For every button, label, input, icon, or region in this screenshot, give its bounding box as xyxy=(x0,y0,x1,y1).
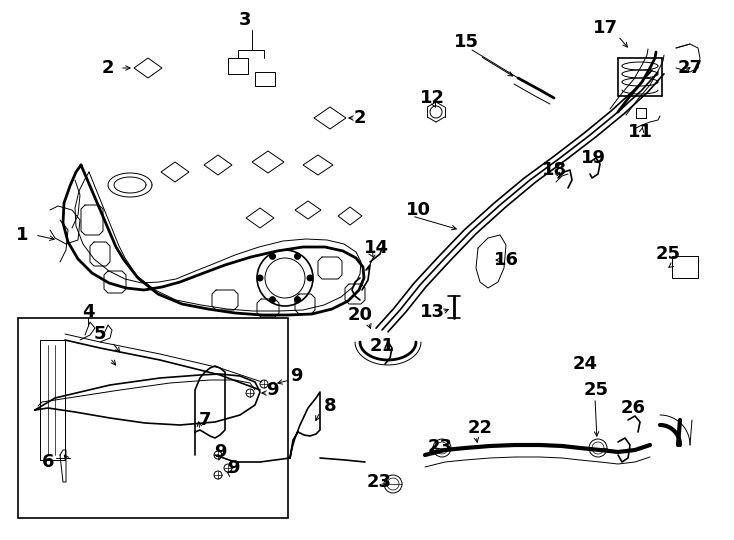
Text: 23: 23 xyxy=(427,438,452,456)
Bar xyxy=(228,58,248,74)
Bar xyxy=(672,256,698,278)
Text: 9: 9 xyxy=(214,443,226,461)
Text: 6: 6 xyxy=(42,453,54,471)
Circle shape xyxy=(257,275,263,281)
Circle shape xyxy=(307,275,313,281)
Text: 10: 10 xyxy=(405,201,431,219)
Text: 17: 17 xyxy=(592,19,617,37)
Text: 11: 11 xyxy=(628,123,653,141)
Text: 23: 23 xyxy=(366,473,391,491)
Text: 22: 22 xyxy=(468,419,493,437)
Text: 25: 25 xyxy=(655,245,680,263)
Text: 7: 7 xyxy=(199,411,211,429)
Circle shape xyxy=(269,253,275,259)
Text: 13: 13 xyxy=(420,303,445,321)
Circle shape xyxy=(269,296,275,302)
Text: 9: 9 xyxy=(227,459,239,477)
Text: 27: 27 xyxy=(677,59,702,77)
Text: 21: 21 xyxy=(369,337,394,355)
Text: 3: 3 xyxy=(239,11,251,29)
Text: 2: 2 xyxy=(102,59,115,77)
Text: 9: 9 xyxy=(266,381,278,399)
Text: 19: 19 xyxy=(581,149,606,167)
Text: 20: 20 xyxy=(347,306,372,324)
Text: 1: 1 xyxy=(15,226,28,244)
Circle shape xyxy=(294,296,300,302)
Text: 24: 24 xyxy=(573,355,597,373)
Text: 14: 14 xyxy=(363,239,388,257)
Text: 9: 9 xyxy=(290,367,302,385)
Text: 12: 12 xyxy=(420,89,445,107)
Text: 2: 2 xyxy=(354,109,366,127)
Text: 18: 18 xyxy=(542,161,567,179)
Circle shape xyxy=(294,253,300,259)
Text: 15: 15 xyxy=(454,33,479,51)
Text: 4: 4 xyxy=(81,303,94,321)
Bar xyxy=(255,72,275,86)
Bar xyxy=(18,318,288,518)
Text: 25: 25 xyxy=(584,381,608,399)
Text: 5: 5 xyxy=(94,325,106,343)
Text: 26: 26 xyxy=(620,399,645,417)
Text: 16: 16 xyxy=(493,251,518,269)
Text: 8: 8 xyxy=(324,397,336,415)
